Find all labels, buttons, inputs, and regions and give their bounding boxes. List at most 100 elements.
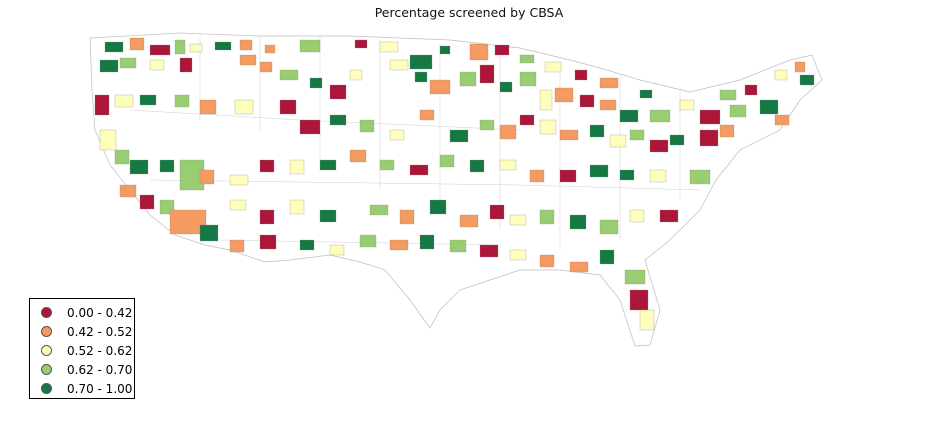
cbsa-region (639, 309, 655, 331)
cbsa-region (689, 169, 711, 185)
legend-swatch (41, 345, 52, 356)
cbsa-region (409, 54, 433, 70)
us-outline (89, 32, 823, 347)
cbsa-region (649, 109, 671, 123)
cbsa-region (499, 81, 513, 93)
legend: 0.00 - 0.42 0.42 - 0.52 0.52 - 0.62 0.62 - … (29, 298, 135, 399)
cbsa-region (599, 99, 617, 111)
cbsa-region (599, 219, 619, 235)
cbsa-region (379, 41, 399, 53)
cbsa-region (519, 71, 537, 87)
cbsa-region (509, 249, 527, 261)
cbsa-region (379, 159, 395, 171)
cbsa-region (259, 209, 275, 225)
legend-label: 0.62 - 0.70 (67, 362, 133, 377)
cbsa-region (794, 61, 806, 73)
cbsa-region (289, 199, 305, 215)
cbsa-region (174, 94, 190, 108)
cbsa-region (629, 289, 649, 311)
cbsa-region (239, 39, 253, 51)
cbsa-region (259, 159, 275, 173)
cbsa-region (99, 129, 117, 151)
cbsa-region (329, 244, 345, 256)
cbsa-region (389, 239, 409, 251)
cbsa-region (499, 159, 517, 171)
cbsa-region (199, 99, 217, 115)
cbsa-region (479, 119, 495, 131)
cbsa-region (329, 84, 347, 100)
cbsa-region (719, 89, 737, 101)
cbsa-region (189, 43, 203, 53)
cbsa-region (719, 124, 735, 138)
cbsa-region (309, 77, 323, 89)
cbsa-region (319, 159, 337, 171)
legend-swatch (41, 307, 52, 318)
cbsa-region (519, 114, 535, 126)
cbsa-region (99, 59, 119, 73)
cbsa-region (494, 44, 510, 56)
cbsa-region (639, 89, 653, 99)
cbsa-region (409, 164, 429, 176)
cbsa-region (624, 269, 646, 285)
legend-label: 0.00 - 0.42 (67, 305, 133, 320)
cbsa-region (414, 71, 428, 83)
cbsa-region (359, 119, 375, 133)
cbsa-region (354, 39, 368, 49)
cbsa-region (419, 109, 435, 121)
cbsa-region (559, 129, 579, 141)
cbsa-region (449, 239, 467, 253)
cbsa-region (459, 214, 479, 228)
cbsa-region (114, 94, 134, 108)
cbsa-region (439, 154, 455, 168)
cbsa-region (149, 44, 171, 56)
cbsa-region (539, 209, 555, 225)
cbsa-region (349, 69, 363, 81)
cbsa-region (299, 239, 315, 251)
cbsa-region (599, 77, 619, 89)
cbsa-region (199, 224, 219, 242)
cbsa-region (129, 37, 145, 51)
cbsa-region (229, 239, 245, 253)
cbsa-region (539, 89, 553, 111)
cbsa-region (499, 124, 517, 140)
cbsa-region (299, 119, 321, 135)
cbsa-region (469, 159, 485, 173)
cbsa-region (389, 129, 405, 141)
legend-swatch (41, 383, 52, 394)
cbsa-region (94, 94, 110, 116)
legend-label: 0.70 - 1.00 (67, 381, 133, 396)
cbsa-region (139, 94, 157, 106)
legend-item: 0.42 - 0.52 (30, 322, 134, 341)
cbsa-region (149, 59, 165, 71)
cbsa-region (589, 164, 609, 178)
legend-item: 0.70 - 1.00 (30, 379, 134, 398)
cbsa-region (539, 119, 557, 135)
legend-item: 0.00 - 0.42 (30, 303, 134, 322)
cbsa-region (199, 169, 215, 185)
cbsa-region (449, 129, 469, 143)
cbsa-region (279, 99, 297, 115)
legend-item: 0.62 - 0.70 (30, 360, 134, 379)
cbsa-region (349, 149, 367, 163)
cbsa-region (139, 194, 155, 210)
legend-label: 0.42 - 0.52 (67, 324, 133, 339)
cbsa-region (239, 54, 257, 66)
cbsa-region (129, 159, 149, 175)
cbsa-region (619, 169, 635, 181)
cbsa-region (264, 44, 276, 54)
cbsa-region (669, 134, 685, 146)
cbsa-region (529, 169, 545, 183)
cbsa-region (469, 43, 489, 61)
cbsa-region (459, 71, 477, 87)
cbsa-region (229, 174, 249, 186)
cbsa-region (114, 149, 130, 165)
cbsa-region (649, 169, 667, 183)
cbsa-region (419, 234, 435, 250)
cbsa-region (659, 209, 679, 223)
cbsa-region (429, 199, 447, 215)
cbsa-regions (94, 37, 815, 331)
cbsa-region (799, 74, 815, 86)
cbsa-region (559, 169, 577, 183)
state-boundaries (129, 36, 701, 250)
cbsa-region (119, 184, 137, 198)
